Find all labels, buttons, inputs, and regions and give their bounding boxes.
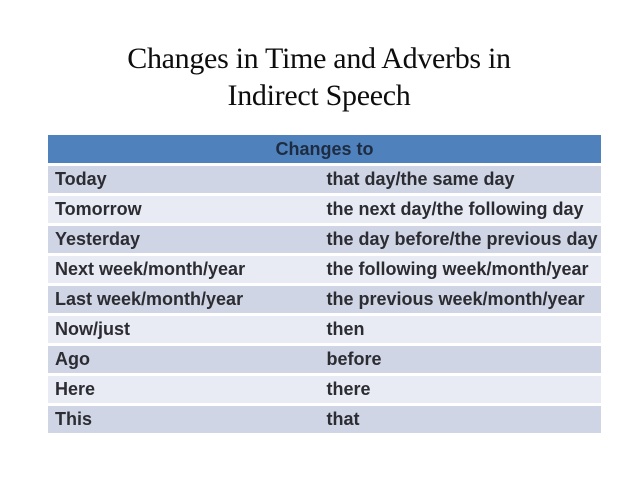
table-row: Here there xyxy=(48,376,601,406)
page-title-line-2: Indirect Speech xyxy=(227,79,411,112)
table-header-cell: Changes to xyxy=(48,135,601,166)
table-row: Next week/month/year the following week/… xyxy=(48,256,601,286)
table-row: Now/just then xyxy=(48,316,601,346)
cell-direct-term: Next week/month/year xyxy=(48,256,325,286)
cell-direct-term: Today xyxy=(48,166,325,196)
cell-indirect-term: the following week/month/year xyxy=(324,256,601,286)
cell-indirect-term: the next day/the following day xyxy=(324,196,601,226)
cell-direct-term: Ago xyxy=(48,346,325,376)
cell-direct-term: Now/just xyxy=(48,316,325,346)
cell-indirect-term: the previous week/month/year xyxy=(324,286,601,316)
cell-direct-term: Yesterday xyxy=(48,226,325,256)
table-row: Last week/month/year the previous week/m… xyxy=(48,286,601,316)
cell-indirect-term: before xyxy=(324,346,601,376)
cell-indirect-term: there xyxy=(324,376,601,406)
cell-direct-term: This xyxy=(48,406,325,436)
cell-direct-term: Here xyxy=(48,376,325,406)
table-row: Tomorrow the next day/the following day xyxy=(48,196,601,226)
table-row: This that xyxy=(48,406,601,436)
cell-indirect-term: the day before/the previous day xyxy=(324,226,601,256)
cell-indirect-term: that day/the same day xyxy=(324,166,601,196)
table-row: Yesterday the day before/the previous da… xyxy=(48,226,601,256)
page-title: Changes in Time and Adverbs in Indirect … xyxy=(0,40,638,114)
table-row: Ago before xyxy=(48,346,601,376)
table-row: Today that day/the same day xyxy=(48,166,601,196)
cell-indirect-term: then xyxy=(324,316,601,346)
changes-table: Changes to Today that day/the same day T… xyxy=(48,135,601,436)
cell-direct-term: Tomorrow xyxy=(48,196,325,226)
cell-indirect-term: that xyxy=(324,406,601,436)
page-title-line-1: Changes in Time and Adverbs in xyxy=(127,42,511,75)
cell-direct-term: Last week/month/year xyxy=(48,286,325,316)
table-header-row: Changes to xyxy=(48,135,601,166)
